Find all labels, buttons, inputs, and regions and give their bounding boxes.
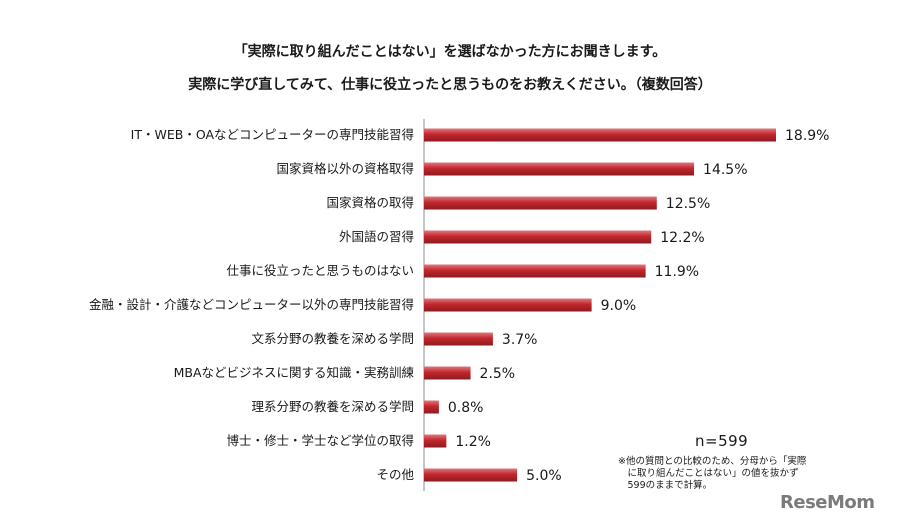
- value-label: 12.2%: [660, 230, 704, 246]
- category-label: 金融・設計・介護などコンピューター以外の専門技能習得: [89, 297, 414, 312]
- value-label: 11.9%: [655, 264, 699, 280]
- chart-title-line1: 「実際に取り組んだことはない」を選ばなかった方にお聞きします。: [233, 44, 667, 60]
- category-label: IT・WEB・OAなどコンピューターの専門技能習得: [131, 127, 414, 142]
- bar: [424, 162, 695, 176]
- footnote: ※他の質問との比較のため、分母から「実際 に取り組んだことはない」の値を抜かず …: [618, 456, 807, 491]
- value-label: 14.5%: [703, 162, 747, 178]
- category-label: 仕事に役立ったと思うものはない: [226, 263, 414, 278]
- category-label: 外国語の習得: [339, 229, 414, 244]
- bar: [424, 400, 439, 414]
- value-label: 18.9%: [785, 128, 829, 144]
- resemom-logo: ReseMom: [780, 492, 875, 513]
- value-label: 1.2%: [455, 434, 491, 450]
- value-label: 3.7%: [502, 332, 538, 348]
- category-label: 国家資格の取得: [326, 195, 414, 210]
- category-label: 理系分野の教養を深める学問: [251, 399, 414, 414]
- category-label: MBAなどビジネスに関する知識・実務訓練: [174, 365, 415, 380]
- value-label: 9.0%: [601, 298, 637, 314]
- value-label: 2.5%: [480, 366, 516, 382]
- sample-size: n=599: [695, 432, 749, 450]
- category-label: 国家資格以外の資格取得: [276, 161, 414, 176]
- category-label: その他: [376, 467, 414, 482]
- bar: [424, 366, 471, 380]
- bar: [424, 128, 776, 142]
- value-label: 0.8%: [448, 400, 484, 416]
- bar: [424, 196, 657, 210]
- bar: [424, 298, 592, 312]
- value-label: 5.0%: [526, 468, 562, 484]
- bar: [424, 230, 652, 244]
- bar: [424, 332, 493, 346]
- bar: [424, 264, 646, 278]
- value-label: 12.5%: [666, 196, 710, 212]
- chart-title-line2: 実際に学び直してみて、仕事に役立ったと思うものをお教えください。（複数回答）: [188, 77, 712, 93]
- bar: [424, 434, 447, 448]
- category-label: 博士・修士・学士など学位の取得: [226, 433, 414, 448]
- bar: [424, 468, 518, 482]
- category-label: 文系分野の教養を深める学問: [251, 331, 414, 346]
